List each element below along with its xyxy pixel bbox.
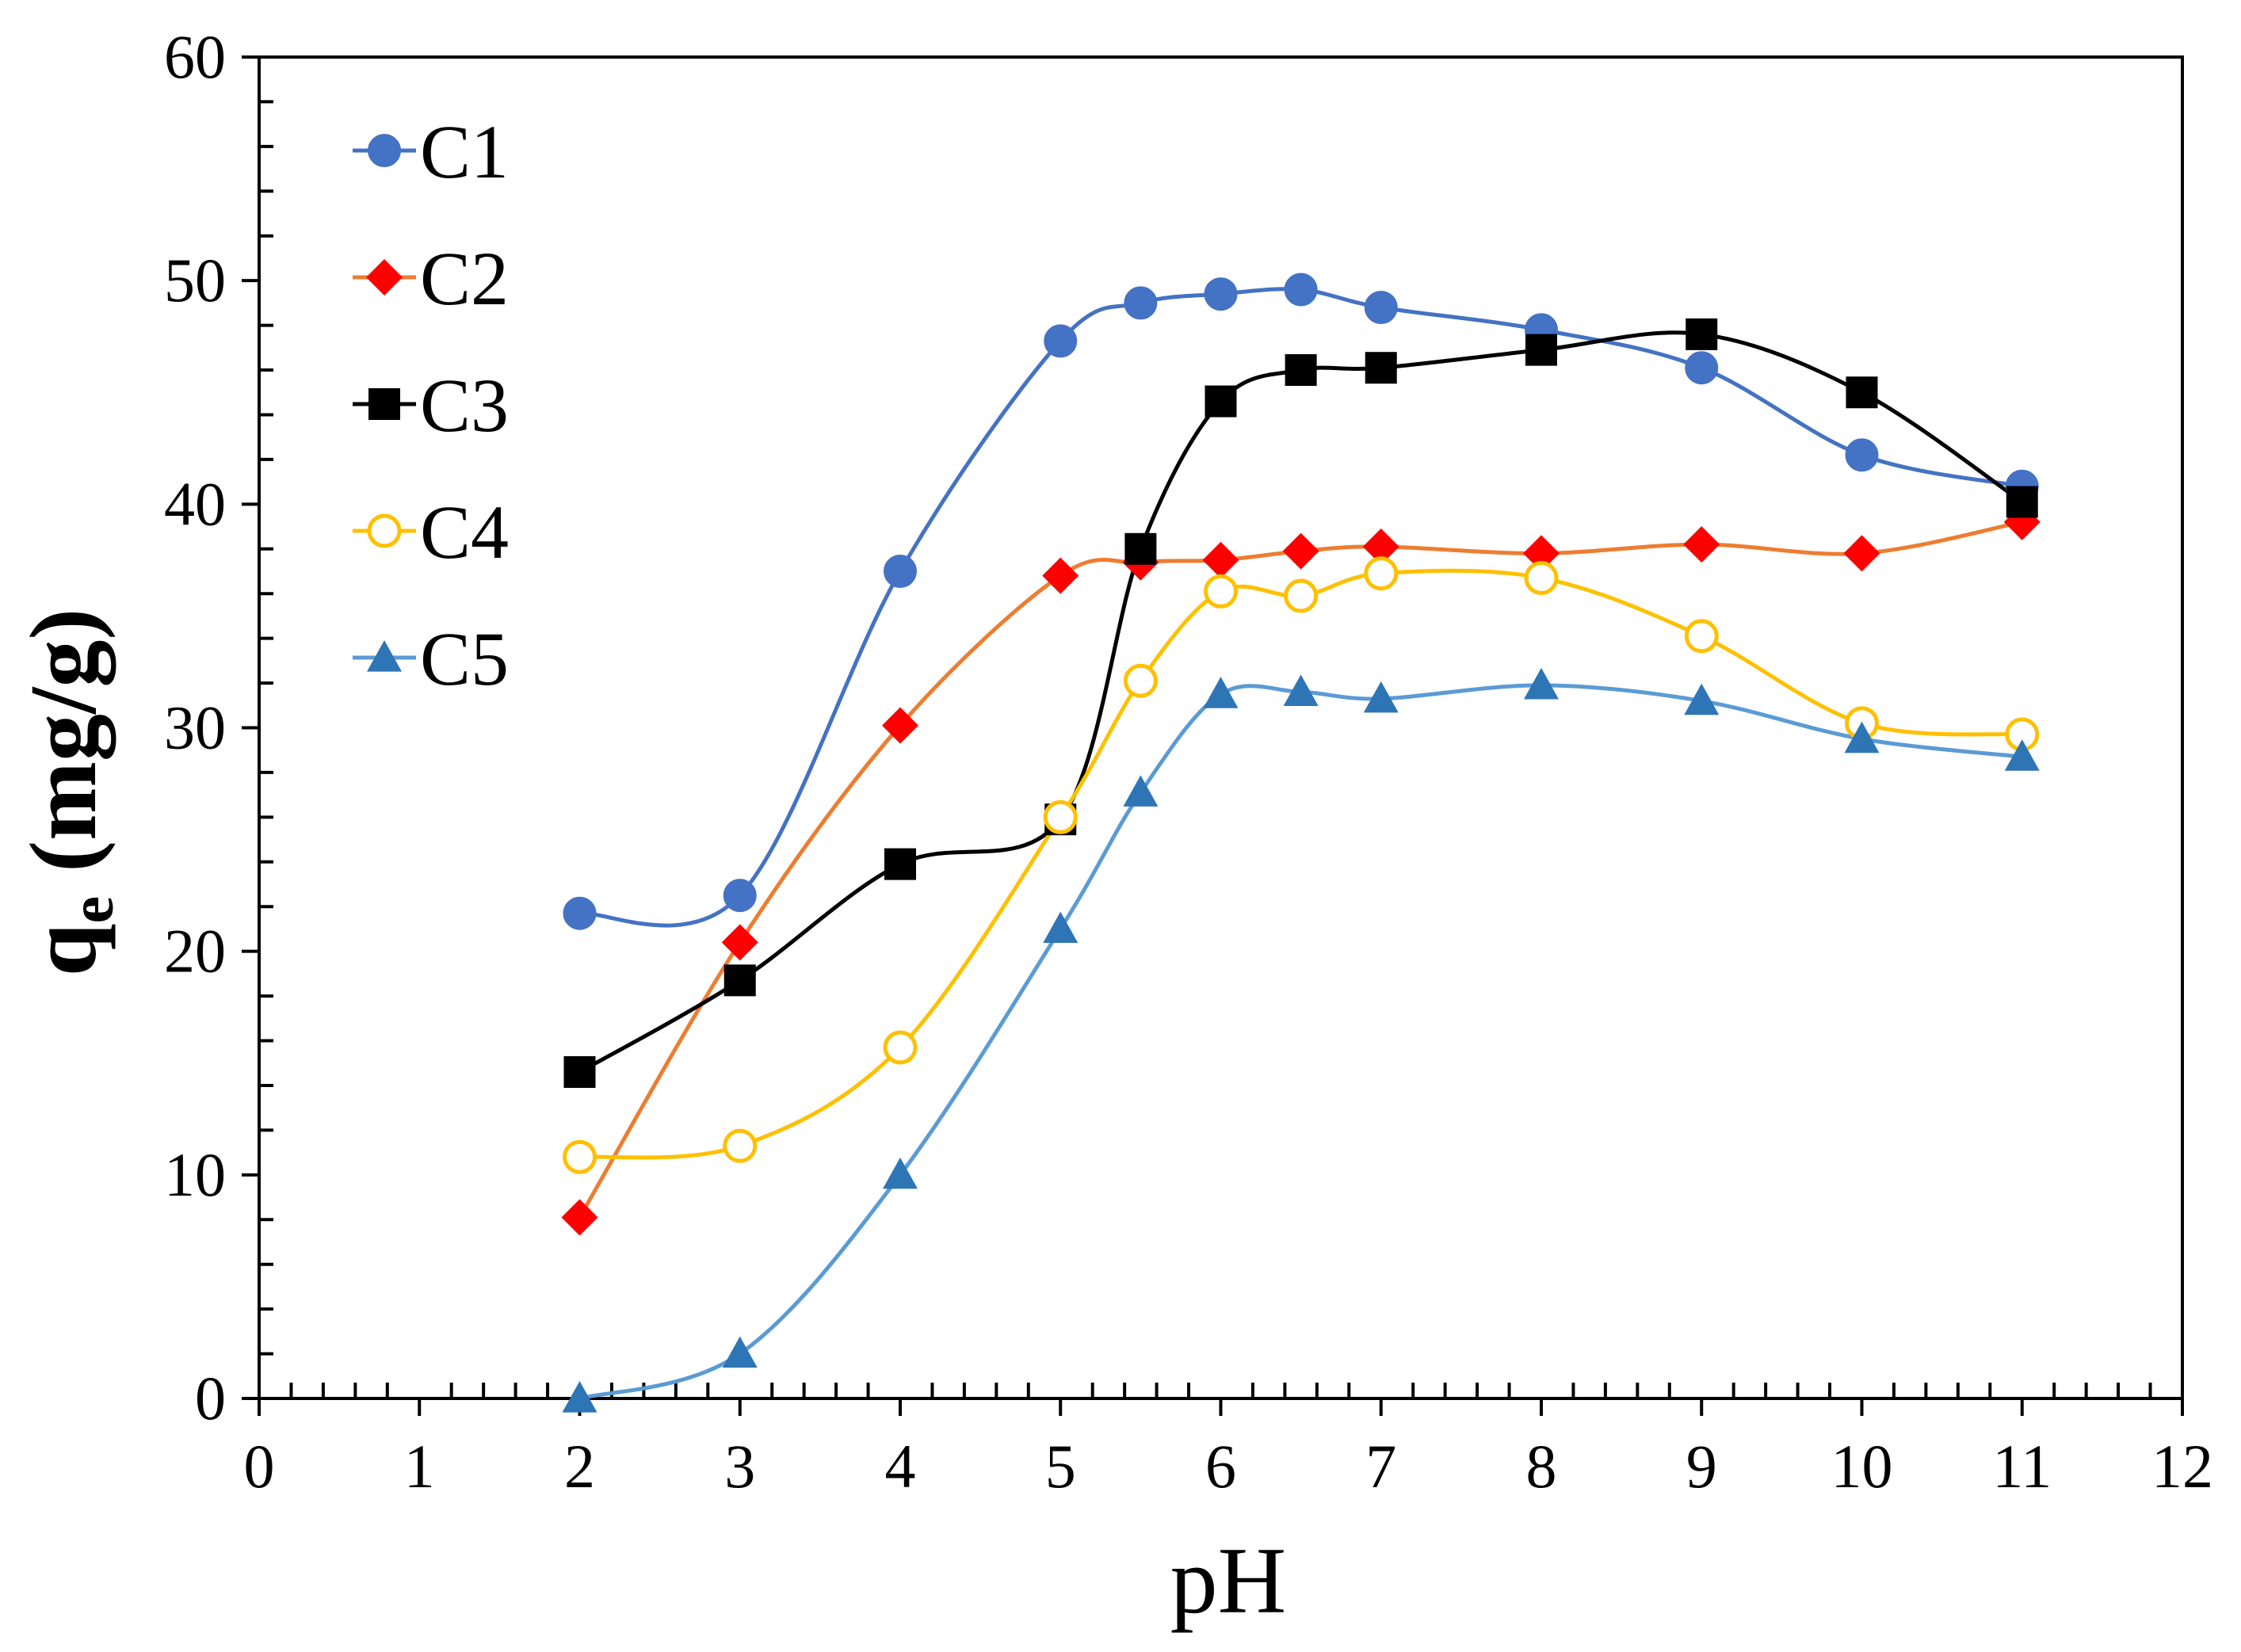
data-point-c3 [884, 848, 916, 880]
data-point-c5 [883, 1157, 918, 1189]
series-line-c4 [579, 568, 2022, 1160]
data-point-c3 [1204, 385, 1237, 418]
y-tick-label: 60 [164, 22, 226, 91]
x-tick-label: 7 [1365, 1432, 1396, 1501]
data-point-c1 [1204, 277, 1238, 311]
x-axis-title: pH [1170, 1528, 1287, 1633]
x-tick-label: 8 [1526, 1432, 1557, 1501]
x-tick-label: 2 [564, 1432, 595, 1501]
data-point-c3 [723, 964, 756, 997]
data-point-c4 [1123, 663, 1158, 698]
y-tick-label: 50 [164, 246, 226, 315]
data-point-c4 [1284, 578, 1319, 613]
data-point-c2 [1282, 532, 1319, 570]
data-point-c1 [1685, 351, 1719, 385]
data-point-c4 [1684, 619, 1719, 654]
data-point-c3 [1525, 334, 1557, 366]
data-point-c4 [1204, 574, 1238, 609]
axis-ticks [242, 55, 2184, 1416]
data-point-c3 [2006, 486, 2038, 518]
data-point-c4 [1524, 560, 1559, 595]
series-markers [561, 273, 2041, 1413]
data-point-c2 [882, 707, 918, 744]
data-point-c5 [1203, 677, 1239, 708]
x-tick-label: 4 [885, 1432, 916, 1501]
y-axis-title-unit: (mg/g) [10, 609, 116, 896]
data-point-c3 [1365, 352, 1397, 384]
legend-marker-c5 [367, 640, 402, 672]
legend-marker-c2 [366, 259, 403, 296]
legend-label-c2: C2 [420, 236, 509, 321]
data-point-c1 [723, 879, 757, 913]
data-point-c3 [1686, 318, 1718, 350]
legend-marker-c3 [368, 388, 400, 420]
data-point-c2 [1843, 535, 1880, 572]
legend-label-c5: C5 [420, 616, 509, 701]
data-point-c3 [563, 1056, 596, 1089]
x-tick-label: 5 [1045, 1432, 1076, 1501]
data-point-c2 [1683, 526, 1720, 563]
legend-label-c3: C3 [420, 363, 509, 448]
x-tick-label: 9 [1686, 1432, 1717, 1501]
x-tick-label: 10 [1831, 1432, 1893, 1501]
data-point-c2 [1523, 535, 1560, 572]
data-point-c3 [1124, 532, 1157, 565]
data-point-c5 [1283, 674, 1319, 706]
data-point-c3 [1285, 354, 1317, 387]
data-point-c5 [2004, 739, 2040, 771]
data-point-c5 [1363, 681, 1399, 713]
y-tick-label: 10 [164, 1140, 226, 1209]
data-point-c2 [1362, 528, 1399, 565]
data-point-c2 [1042, 557, 1079, 594]
x-tick-label: 3 [724, 1432, 755, 1501]
data-point-c1 [884, 554, 917, 588]
x-tick-label: 12 [2151, 1432, 2213, 1501]
data-point-c5 [1684, 683, 1720, 715]
data-point-c4 [1364, 556, 1399, 591]
y-tick-label: 20 [164, 917, 226, 986]
data-point-c2 [721, 924, 758, 961]
data-point-c2 [561, 1199, 598, 1236]
data-point-c4 [563, 1139, 597, 1174]
data-point-c1 [1124, 286, 1158, 320]
data-point-c5 [722, 1336, 758, 1368]
x-tick-label: 11 [1992, 1432, 2052, 1501]
legend-label-c4: C4 [420, 490, 509, 574]
data-point-c1 [1364, 291, 1398, 325]
y-axis-title: qe (mg/g) [10, 609, 126, 977]
data-point-c5 [1043, 911, 1079, 944]
y-tick-label: 40 [164, 469, 226, 538]
legend-marker-c4 [367, 513, 402, 548]
y-axis-title-subscript: e [57, 896, 126, 924]
data-point-c4 [1043, 799, 1078, 834]
y-axis-title-main: q [10, 924, 116, 977]
data-point-c5 [1123, 775, 1159, 807]
data-point-c5 [1524, 667, 1559, 700]
legend-marker-c1 [368, 134, 401, 167]
data-point-c3 [1846, 376, 1878, 409]
data-point-c1 [1845, 438, 1879, 472]
data-point-c1 [1044, 324, 1078, 358]
data-point-c4 [883, 1030, 918, 1065]
x-tick-label: 6 [1205, 1432, 1236, 1501]
data-point-c5 [562, 1381, 597, 1413]
legend: C1 C2 C3 C4 C5 [353, 109, 509, 701]
data-point-c1 [1284, 273, 1318, 307]
y-tick-label: 0 [195, 1364, 226, 1433]
data-point-c4 [723, 1128, 758, 1163]
x-tick-label: 0 [244, 1432, 275, 1501]
y-tick-label: 30 [164, 693, 226, 762]
data-point-c2 [1202, 541, 1239, 578]
x-tick-label: 1 [404, 1432, 435, 1501]
data-point-c1 [563, 896, 597, 930]
data-point-c5 [1844, 721, 1880, 754]
legend-label-c1: C1 [420, 109, 509, 194]
